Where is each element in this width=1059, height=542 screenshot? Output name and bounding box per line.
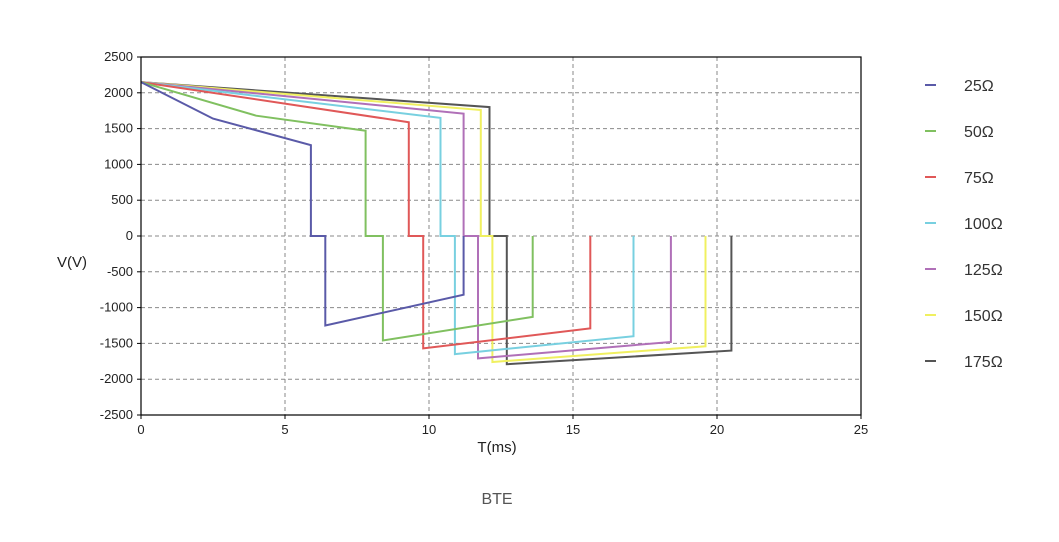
x-tick-label: 20 bbox=[710, 422, 724, 437]
y-tick-label: -500 bbox=[107, 264, 133, 279]
y-tick-label: 500 bbox=[111, 192, 133, 207]
series-line-50-ohm bbox=[140, 81, 534, 342]
x-tick-label: 0 bbox=[137, 422, 144, 437]
x-tick-label: 25 bbox=[854, 422, 868, 437]
series-line-150-ohm bbox=[140, 81, 707, 364]
y-tick-label: 0 bbox=[126, 228, 133, 243]
y-tick-label: 2000 bbox=[104, 85, 133, 100]
x-tick-label: 15 bbox=[566, 422, 580, 437]
series-line-100-ohm bbox=[140, 81, 635, 356]
x-tick-labels: 0 5 10 15 20 25 bbox=[137, 415, 868, 437]
chart-caption: BTE bbox=[481, 491, 512, 508]
legend-label: 175Ω bbox=[964, 354, 1003, 371]
y-axis-label: V(V) bbox=[57, 254, 87, 271]
y-tick-label: 2500 bbox=[104, 49, 133, 64]
x-axis-label: T(ms) bbox=[477, 439, 516, 456]
y-tick-label: -2000 bbox=[100, 371, 133, 386]
legend-label: 125Ω bbox=[964, 262, 1003, 279]
legend-label: 100Ω bbox=[964, 216, 1003, 233]
series-line-75-ohm bbox=[140, 81, 592, 350]
y-tick-label: -2500 bbox=[100, 407, 133, 422]
y-tick-label: 1500 bbox=[104, 121, 133, 136]
legend-label: 25Ω bbox=[964, 78, 994, 95]
legend: 25Ω 50Ω 75Ω 100Ω 125Ω 150Ω 175Ω bbox=[925, 78, 1003, 371]
y-tick-labels: 2500 2000 1500 1000 500 0 -500 -1000 -1500 -2000 -… bbox=[100, 49, 141, 422]
y-tick-label: -1000 bbox=[100, 300, 133, 315]
legend-label: 50Ω bbox=[964, 124, 994, 141]
y-tick-label: -1500 bbox=[100, 335, 133, 350]
series-line-125-ohm bbox=[140, 81, 672, 360]
series-line-25-ohm bbox=[140, 81, 465, 327]
x-tick-label: 10 bbox=[422, 422, 436, 437]
x-tick-label: 5 bbox=[281, 422, 288, 437]
y-tick-label: 1000 bbox=[104, 156, 133, 171]
legend-label: 150Ω bbox=[964, 308, 1003, 325]
series-line-175-ohm bbox=[140, 81, 733, 366]
series-layer bbox=[140, 81, 733, 366]
legend-label: 75Ω bbox=[964, 170, 994, 187]
